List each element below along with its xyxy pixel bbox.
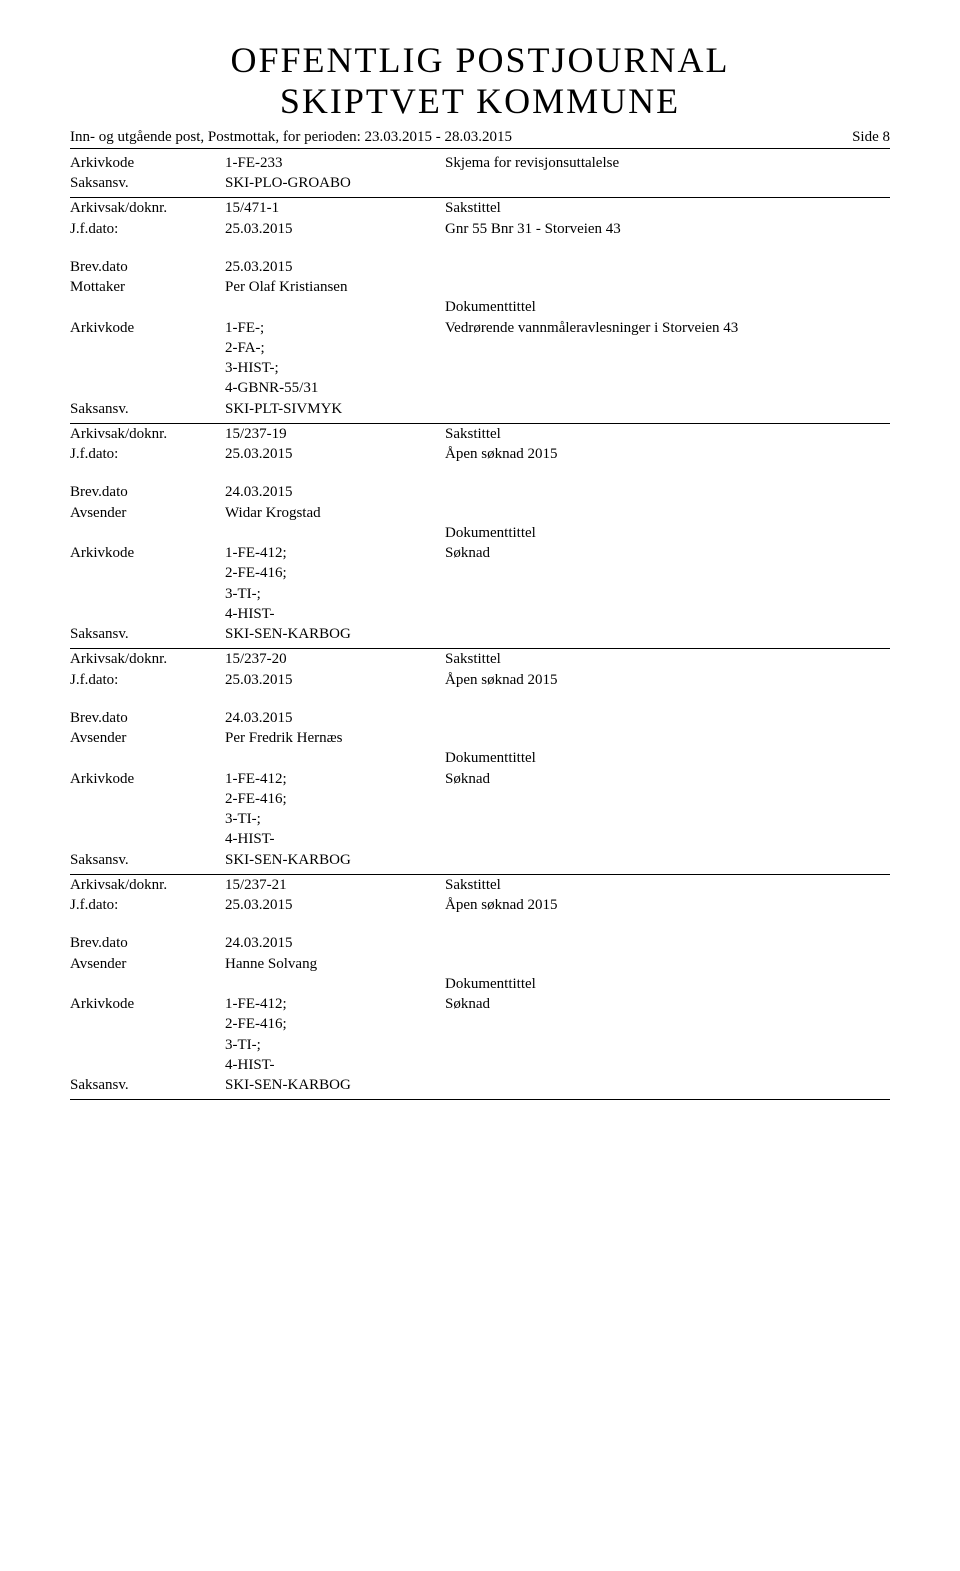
- label-arkivkode: Arkivkode: [70, 543, 225, 624]
- label-saksansv: Saksansv.: [70, 850, 225, 870]
- record-block: Arkivsak/doknr.15/237-20Sakstittel J.f.da…: [70, 649, 890, 870]
- label-jfdato: J.f.dato:: [70, 219, 225, 239]
- divider: [70, 148, 890, 149]
- record-block: Arkivsak/doknr.15/237-21Sakstittel J.f.da…: [70, 875, 890, 1096]
- value-dokumenttittel-desc: Vedrørende vannmåleravlesninger i Storve…: [445, 318, 890, 399]
- value-party: Widar Krogstad: [225, 503, 600, 523]
- value-arkivkode-desc: Skjema for revisjonsuttalelse: [445, 153, 890, 173]
- label-arkivkode: Arkivkode: [70, 994, 225, 1075]
- divider: [70, 1099, 890, 1100]
- value-brevdato: 24.03.2015: [225, 482, 600, 502]
- record-block: Arkivsak/doknr.15/237-19Sakstittel J.f.da…: [70, 424, 890, 645]
- label-party: Avsender: [70, 954, 225, 974]
- value-party: Hanne Solvang: [225, 954, 600, 974]
- label-saksansv: Saksansv.: [70, 624, 225, 644]
- value-sakstittel-desc: Åpen søknad 2015: [445, 444, 890, 464]
- value-jfdato: 25.03.2015: [225, 219, 445, 239]
- value-arkivkode: 1-FE-412; 2-FE-416; 3-TI-; 4-HIST-: [225, 543, 445, 624]
- value-saksansv: SKI-SEN-KARBOG: [225, 624, 600, 644]
- journal-title-line1: OFFENTLIG POSTJOURNAL: [70, 40, 890, 81]
- value-sakstittel-desc: Åpen søknad 2015: [445, 895, 890, 915]
- value-dokumenttittel-desc: Søknad: [445, 994, 890, 1075]
- label-sakstittel: Sakstittel: [445, 875, 890, 895]
- label-saksansv: Saksansv.: [70, 173, 225, 193]
- label-jfdato: J.f.dato:: [70, 670, 225, 690]
- label-dokumenttittel: Dokumenttittel: [445, 748, 890, 768]
- label-jfdato: J.f.dato:: [70, 444, 225, 464]
- value-party: Per Fredrik Hernæs: [225, 728, 600, 748]
- value-sakstittel-desc: Åpen søknad 2015: [445, 670, 890, 690]
- label-brevdato: Brev.dato: [70, 257, 225, 277]
- value-brevdato: 25.03.2015: [225, 257, 600, 277]
- value-arkivkode: 1-FE-; 2-FA-; 3-HIST-; 4-GBNR-55/31: [225, 318, 445, 399]
- label-sakstittel: Sakstittel: [445, 424, 890, 444]
- page-header: OFFENTLIG POSTJOURNAL SKIPTVET KOMMUNE: [70, 40, 890, 123]
- label-sakstittel: Sakstittel: [445, 198, 890, 218]
- label-dokumenttittel: Dokumenttittel: [445, 523, 890, 543]
- value-brevdato: 24.03.2015: [225, 708, 600, 728]
- journal-title-line2: SKIPTVET KOMMUNE: [70, 81, 890, 122]
- value-arkivsak: 15/237-20: [225, 649, 445, 669]
- value-arkivkode: 1-FE-412; 2-FE-416; 3-TI-; 4-HIST-: [225, 769, 445, 850]
- value-arkivkode: 1-FE-412; 2-FE-416; 3-TI-; 4-HIST-: [225, 994, 445, 1075]
- label-brevdato: Brev.dato: [70, 482, 225, 502]
- value-jfdato: 25.03.2015: [225, 895, 445, 915]
- period-text: Inn- og utgående post, Postmottak, for p…: [70, 129, 512, 146]
- value-dokumenttittel-desc: Søknad: [445, 543, 890, 624]
- label-party: Avsender: [70, 728, 225, 748]
- value-arkivkode: 1-FE-233: [225, 153, 445, 173]
- value-jfdato: 25.03.2015: [225, 444, 445, 464]
- value-arkivsak: 15/471-1: [225, 198, 445, 218]
- value-arkivsak: 15/237-21: [225, 875, 445, 895]
- label-sakstittel: Sakstittel: [445, 649, 890, 669]
- label-party: Avsender: [70, 503, 225, 523]
- value-saksansv: SKI-PLT-SIVMYK: [225, 399, 600, 419]
- value-sakstittel-desc: Gnr 55 Bnr 31 - Storveien 43: [445, 219, 890, 239]
- value-arkivsak: 15/237-19: [225, 424, 445, 444]
- label-arkivsak: Arkivsak/doknr.: [70, 424, 225, 444]
- top-continuation-block: Arkivkode 1-FE-233 Skjema for revisjonsu…: [70, 153, 890, 194]
- value-saksansv: SKI-SEN-KARBOG: [225, 850, 600, 870]
- label-arkivkode: Arkivkode: [70, 769, 225, 850]
- subheader-row: Inn- og utgående post, Postmottak, for p…: [70, 129, 890, 146]
- label-party: Mottaker: [70, 277, 225, 297]
- label-arkivsak: Arkivsak/doknr.: [70, 649, 225, 669]
- value-saksansv: SKI-SEN-KARBOG: [225, 1075, 600, 1095]
- label-arkivsak: Arkivsak/doknr.: [70, 198, 225, 218]
- label-saksansv: Saksansv.: [70, 1075, 225, 1095]
- value-dokumenttittel-desc: Søknad: [445, 769, 890, 850]
- value-brevdato: 24.03.2015: [225, 933, 600, 953]
- label-arkivkode: Arkivkode: [70, 153, 225, 173]
- label-arkivkode: Arkivkode: [70, 318, 225, 399]
- value-party: Per Olaf Kristiansen: [225, 277, 600, 297]
- page-number: Side 8: [852, 129, 890, 146]
- label-dokumenttittel: Dokumenttittel: [445, 297, 890, 317]
- value-jfdato: 25.03.2015: [225, 670, 445, 690]
- label-arkivsak: Arkivsak/doknr.: [70, 875, 225, 895]
- label-saksansv: Saksansv.: [70, 399, 225, 419]
- label-jfdato: J.f.dato:: [70, 895, 225, 915]
- label-brevdato: Brev.dato: [70, 933, 225, 953]
- record-block: Arkivsak/doknr.15/471-1Sakstittel J.f.dat…: [70, 198, 890, 419]
- label-brevdato: Brev.dato: [70, 708, 225, 728]
- label-dokumenttittel: Dokumenttittel: [445, 974, 890, 994]
- value-saksansv: SKI-PLO-GROABO: [225, 173, 445, 193]
